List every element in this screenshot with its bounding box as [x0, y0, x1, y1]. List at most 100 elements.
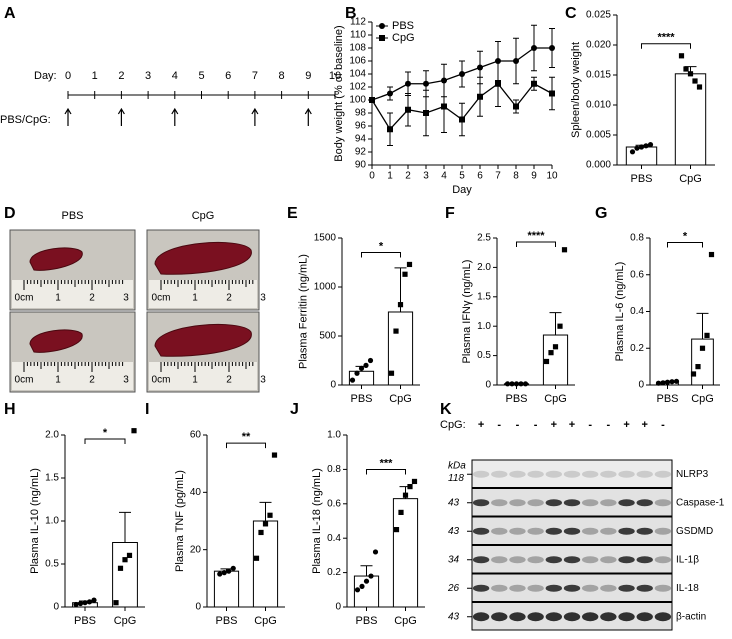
- x-tick-label: PBS: [74, 615, 96, 627]
- lane-sign: -: [661, 419, 665, 431]
- data-point: [368, 573, 374, 579]
- data-point: [704, 332, 710, 338]
- lane-sign: -: [497, 419, 501, 431]
- data-point: [411, 478, 418, 485]
- y-axis-label: Plasma IFNγ (ng/mL): [461, 260, 473, 364]
- spleen: [29, 247, 83, 271]
- y-axis-label: Plasma IL-18 (ng/mL): [311, 468, 323, 574]
- x-tick-label: PBS: [215, 615, 237, 627]
- data-point: [393, 527, 400, 533]
- timeline-label: Day:: [34, 70, 57, 82]
- ruler-label: 1: [192, 375, 198, 386]
- blot-band: [472, 527, 490, 535]
- data-point: [402, 271, 408, 277]
- y-tick-label: 0.015: [586, 70, 611, 81]
- ruler-label: 3: [123, 375, 129, 386]
- bar: [252, 520, 279, 608]
- data-point: [230, 565, 236, 571]
- blot-band: [600, 527, 617, 535]
- data-point: [82, 600, 88, 606]
- data-point: [513, 381, 520, 387]
- lane-sign: -: [588, 419, 592, 431]
- data-point: [423, 110, 429, 116]
- error-bar: [549, 312, 562, 336]
- legend-label: CpG: [392, 32, 415, 44]
- y-tick-label: 1.0: [477, 321, 491, 332]
- significance-bracket: [366, 468, 406, 475]
- significance-bracket: [226, 442, 266, 449]
- y-tick-label: 0: [638, 380, 644, 391]
- data-point: [477, 64, 483, 71]
- legend-label: PBS: [392, 20, 414, 32]
- panel-letter: B: [345, 5, 357, 22]
- data-point: [696, 84, 703, 90]
- injection-arrow: [64, 107, 72, 126]
- y-tick-label: 0.5: [45, 559, 59, 570]
- panel-letter: I: [145, 401, 149, 418]
- y-tick-label: 100: [349, 95, 366, 106]
- y-tick-label: 110: [350, 30, 366, 41]
- y-tick-label: 0.4: [630, 306, 644, 317]
- x-tick-label: 7: [495, 171, 501, 182]
- blot-band: [636, 499, 653, 507]
- blot-band: [618, 584, 635, 592]
- data-point: [253, 555, 260, 561]
- spleen: [154, 324, 252, 357]
- blot-band: [491, 612, 508, 622]
- data-point: [387, 126, 393, 133]
- blot-band: [582, 499, 599, 507]
- day-label: 8: [279, 70, 285, 82]
- y-tick-label: 2.5: [477, 233, 491, 244]
- ruler: [149, 280, 257, 308]
- ruler-label: 1: [192, 293, 198, 304]
- blot-band: [527, 527, 544, 535]
- ruler-label: 0cm: [152, 375, 171, 386]
- photo-column-label: PBS: [61, 210, 83, 222]
- data-point: [459, 71, 465, 77]
- data-point: [655, 380, 662, 386]
- data-point: [459, 116, 465, 123]
- day-label: 4: [172, 70, 178, 82]
- data-point: [226, 568, 232, 574]
- blot-band: [636, 556, 653, 564]
- blot-band: [527, 499, 544, 507]
- ruler-label: 2: [89, 293, 95, 304]
- blot-band: [636, 584, 653, 592]
- x-tick-label: PBS: [355, 615, 377, 627]
- data-point: [402, 492, 409, 498]
- data-point: [354, 587, 361, 593]
- blot-band: [654, 556, 672, 564]
- blot-band: [654, 499, 672, 507]
- y-tick-label: 108: [349, 43, 366, 54]
- y-tick-label: 0.6: [327, 498, 341, 509]
- ruler: [149, 362, 257, 390]
- x-tick-label: 8: [513, 171, 519, 182]
- data-point: [363, 578, 370, 584]
- y-tick-label: 1000: [314, 282, 337, 293]
- blot-band: [563, 584, 581, 592]
- day-label: 5: [198, 70, 204, 82]
- blot-band: [491, 584, 508, 592]
- significance: ****: [527, 230, 545, 242]
- data-point: [522, 381, 529, 387]
- x-tick-label: CpG: [679, 173, 702, 185]
- blot-band: [636, 470, 653, 478]
- blot-band: [509, 556, 526, 564]
- band-label: IL-1β: [676, 554, 699, 565]
- ruler-label: 2: [89, 375, 95, 386]
- y-tick-label: 60: [190, 430, 202, 441]
- x-tick-label: 6: [477, 171, 483, 182]
- blot-band: [563, 499, 581, 507]
- blot-band: [472, 584, 490, 592]
- data-point: [387, 90, 393, 97]
- blot-band: [509, 527, 526, 535]
- y-tick-label: 106: [349, 56, 366, 67]
- blot-band: [618, 612, 635, 622]
- blot-band: [654, 584, 672, 592]
- blot-band: [582, 527, 599, 535]
- data-point: [91, 597, 97, 603]
- blot-band: [636, 612, 653, 622]
- blot-band: [582, 556, 599, 564]
- kda-marker: 43: [448, 497, 460, 508]
- blot-band: [527, 556, 544, 564]
